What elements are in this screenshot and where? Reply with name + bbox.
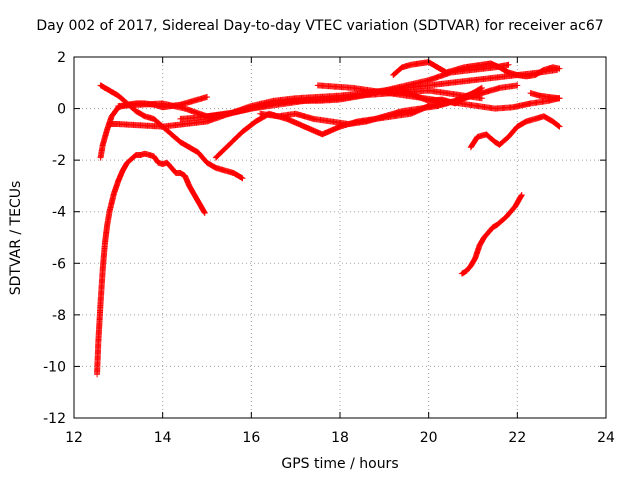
x-tick-label: 22 [508, 430, 526, 446]
y-tick-label: -8 [52, 308, 66, 324]
series-track-13 [467, 113, 563, 151]
y-tick-label: -4 [52, 205, 66, 221]
series-track-10 [390, 59, 563, 80]
grid [74, 57, 606, 418]
y-tick-label: -10 [43, 359, 66, 375]
series-markers [467, 113, 563, 151]
x-tick-label: 12 [65, 430, 83, 446]
chart-title: Day 002 of 2017, Sidereal Day-to-day VTE… [36, 18, 604, 34]
series-track-12 [527, 90, 563, 102]
y-tick-label: 0 [57, 102, 66, 118]
series-track-5 [115, 66, 561, 120]
data-series [94, 59, 563, 378]
x-tick-label: 16 [242, 430, 260, 446]
series-markers [115, 66, 561, 120]
x-tick-label: 14 [154, 430, 172, 446]
x-axis-label: GPS time / hours [281, 456, 399, 472]
x-tick-label: 18 [331, 430, 349, 446]
x-tick-label: 24 [597, 430, 615, 446]
y-tick-label: -6 [52, 256, 66, 272]
series-track-11 [399, 84, 485, 107]
y-tick-label: -2 [52, 153, 66, 169]
y-tick-label: 2 [57, 50, 66, 66]
x-tick-label: 20 [420, 430, 438, 446]
series-markers [458, 192, 525, 277]
series-markers [399, 84, 485, 107]
series-track-14 [458, 192, 525, 277]
series-markers [527, 90, 563, 102]
series-track-1 [94, 150, 208, 378]
series-markers [390, 59, 563, 80]
y-axis-label: SDTVAR / TECUs [8, 180, 24, 296]
y-tick-label: -12 [43, 411, 66, 427]
series-markers [94, 150, 208, 378]
